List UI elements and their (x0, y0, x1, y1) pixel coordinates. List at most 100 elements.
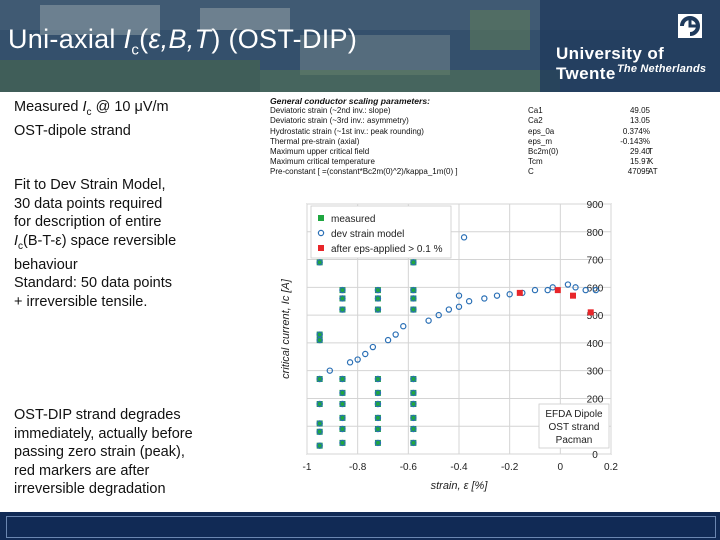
y-tick-label: 900 (587, 200, 604, 211)
legend-label: measured (331, 214, 375, 225)
model-point (455, 303, 463, 310)
measured-point (374, 306, 381, 313)
parameter-row: Thermal pre-strain (axial) eps_m -0.143% (270, 136, 650, 146)
campus-aerial-photo (0, 0, 720, 92)
measured-point (374, 389, 381, 396)
model-point (374, 295, 382, 302)
degraded-point (570, 292, 576, 299)
y-tick-label: 200 (587, 394, 604, 405)
title-ic: I (123, 24, 132, 54)
model-point (339, 439, 346, 447)
measured-point (410, 306, 417, 313)
model-point (339, 375, 346, 383)
slide-title: Uni-axial Ic(ε,B,T) (OST-DIP) (8, 24, 357, 58)
legend-marker (318, 245, 324, 251)
model-point (410, 439, 417, 447)
measured-point (339, 401, 346, 407)
measured-point (339, 439, 346, 446)
x-axis-label: strain, ε [%] (431, 480, 489, 492)
model-point (339, 306, 346, 313)
parameter-row: Maximum upper critical field Bc2m(0) 29.40… (270, 146, 653, 156)
measured-point (410, 414, 417, 421)
note-fit: Fit to Dev Strain Model, 30 data points … (14, 176, 176, 311)
note-measurement-line2: OST-dipole strand (14, 123, 131, 140)
measured-point (410, 259, 417, 266)
model-point (339, 414, 346, 422)
measured-point (339, 287, 346, 294)
note-measurement-line1: Measured Ic @ 10 μV/m (14, 99, 169, 118)
measured-point (316, 428, 323, 435)
model-point (339, 286, 346, 294)
measured-point (410, 426, 417, 432)
title-vars: ,B,T (160, 24, 212, 54)
model-point (316, 442, 323, 449)
measured-point (339, 426, 346, 432)
model-point (374, 414, 382, 422)
model-point (339, 295, 346, 302)
header-banner: Uni-axial Ic(ε,B,T) (OST-DIP) University… (0, 0, 720, 92)
model-point (465, 298, 473, 305)
model-point (339, 389, 346, 397)
model-point (410, 306, 417, 313)
measured-point (374, 376, 381, 382)
model-point (374, 306, 382, 313)
parameters-heading: General conductor scaling parameters: (270, 96, 430, 106)
measured-point (374, 426, 381, 432)
legend-label: dev strain model (331, 229, 404, 240)
legend-label: after eps-applied > 0.1 % (331, 244, 443, 255)
title-close: ) (OST-DIP) (211, 24, 358, 54)
degraded-point (554, 287, 561, 294)
measured-point (410, 439, 417, 446)
measured-point (316, 442, 323, 449)
degraded-point (587, 309, 594, 316)
model-point (445, 306, 453, 313)
model-point (425, 317, 432, 324)
model-point (339, 400, 346, 408)
x-tick-label: -0.4 (450, 462, 468, 473)
annotation-line: Pacman (556, 435, 593, 446)
legend-box (310, 205, 452, 259)
parameter-row: Hydrostatic strain (~1st inv.: peak roun… (270, 126, 650, 136)
model-point (400, 323, 407, 330)
note-measurement: Measured Ic @ 10 μV/m OST-dipole strand (14, 98, 169, 141)
x-tick-label: -1 (303, 462, 312, 473)
measured-point (339, 295, 346, 302)
university-country: The Netherlands (617, 63, 707, 75)
annotation-line: EFDA Dipole (545, 409, 603, 420)
model-point (374, 375, 382, 383)
model-point (316, 400, 323, 408)
measured-point (410, 401, 417, 407)
model-point (481, 295, 488, 302)
note-degradation-line: OST-DIP strand degrades (14, 407, 181, 423)
model-point (564, 281, 572, 288)
model-point (316, 336, 323, 344)
annotation-box (538, 403, 610, 449)
measured-point (316, 337, 323, 344)
model-point (592, 286, 599, 294)
note-fit-line: Ic(B-T-ε) space reversible (14, 232, 177, 252)
x-tick-label: -0.6 (400, 462, 418, 473)
note-degradation-line: red markers are after (14, 462, 150, 479)
measured-point (339, 414, 346, 421)
model-point (531, 286, 539, 294)
model-point (316, 375, 323, 383)
model-point (410, 295, 417, 302)
title-open: ( (139, 24, 149, 54)
note-fit-line: behaviour (14, 256, 78, 273)
x-tick-label: -0.2 (501, 462, 519, 473)
model-point (410, 375, 417, 383)
model-point (326, 367, 334, 374)
y-tick-label: 400 (587, 339, 604, 350)
model-point (374, 400, 382, 408)
note-degradation-line: irreversible degradation (14, 481, 166, 497)
measured-point (374, 295, 381, 302)
model-point (572, 284, 579, 291)
university-name: University of Twente (556, 44, 665, 83)
model-point (544, 286, 551, 294)
y-axis-label: critical current, Ic [A] (280, 278, 292, 379)
measured-point (374, 414, 381, 421)
measured-point (339, 376, 346, 382)
legend-marker (318, 215, 324, 221)
model-point (316, 259, 323, 266)
y-tick-label: 300 (587, 367, 604, 378)
